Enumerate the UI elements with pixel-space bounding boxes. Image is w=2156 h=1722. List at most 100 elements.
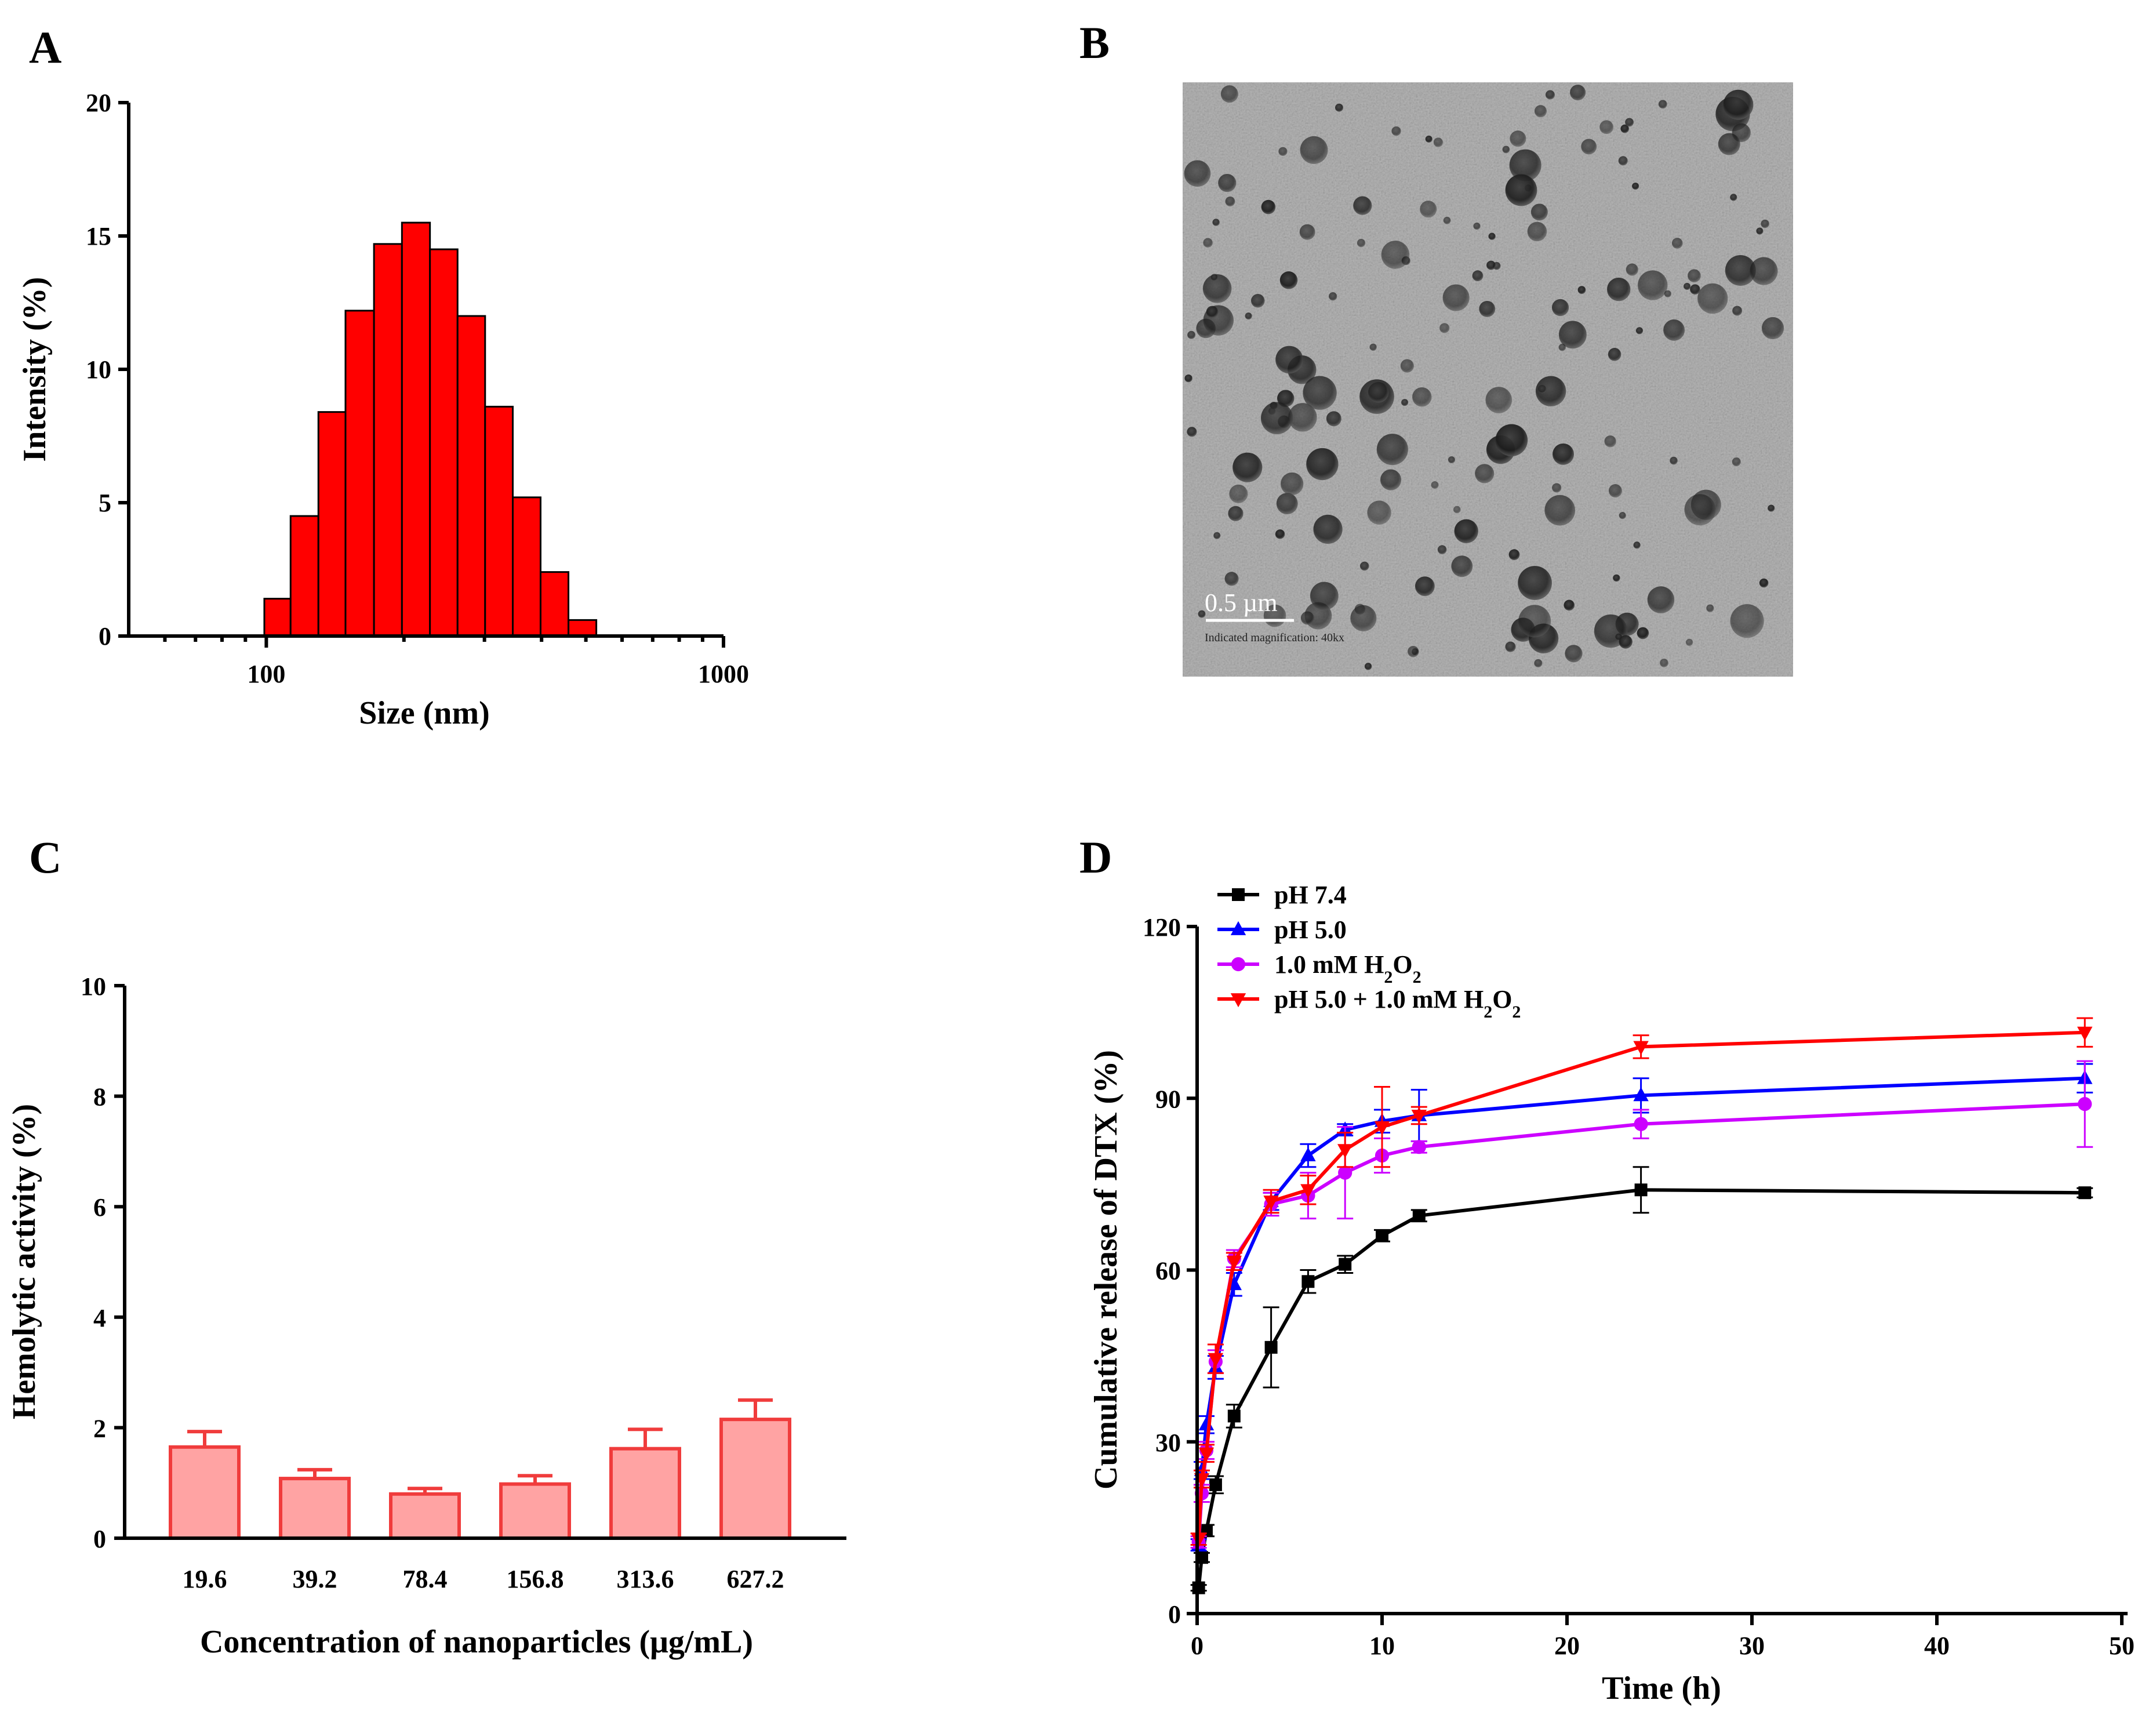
x-tick-label: 40: [1924, 1632, 1950, 1660]
nanoparticle: [1626, 263, 1638, 276]
x-tick-label: 30: [1739, 1632, 1765, 1660]
panel-label-a: A: [29, 22, 61, 72]
nanoparticle: [1412, 387, 1432, 407]
nanoparticle: [1350, 605, 1377, 631]
panel-label-d: D: [1079, 832, 1112, 882]
release-profile-chart: 0 30 60 90 120 0 10 20 30 40 50 pH 7.4 pH 5.0 1.0 m…: [1088, 881, 2135, 1706]
nanoparticle: [1625, 118, 1634, 127]
nanoparticle: [1495, 424, 1528, 457]
x-tick-label: 156.8: [507, 1565, 564, 1593]
data-point: [1198, 1416, 1215, 1431]
nanoparticle: [1725, 255, 1756, 286]
data-point: [1230, 921, 1246, 935]
nanoparticle: [1431, 481, 1439, 489]
nanoparticle: [1558, 343, 1566, 351]
nanoparticle: [1279, 271, 1298, 289]
nanoparticle: [1551, 299, 1569, 317]
nanoparticle: [1613, 574, 1620, 582]
nanoparticle: [1187, 330, 1196, 339]
nanoparticle: [1425, 135, 1433, 143]
chartD-x-axis-title: Time (h): [1602, 1670, 1721, 1706]
x-tick-label: 20: [1554, 1632, 1580, 1660]
series-line: [1197, 1076, 2085, 1545]
nanoparticle: [1202, 274, 1232, 303]
nanoparticle: [1442, 284, 1470, 311]
data-point: [1263, 1196, 1279, 1210]
y-tick-label: 0: [1168, 1600, 1181, 1629]
nanoparticle: [1326, 411, 1341, 427]
nanoparticle: [1184, 374, 1192, 383]
nanoparticle: [1439, 323, 1450, 333]
data-point: [1226, 1255, 1242, 1270]
nanoparticle: [1220, 85, 1238, 103]
nanoparticle: [1599, 120, 1614, 135]
nanoparticle: [1647, 586, 1675, 613]
nanoparticle: [1768, 504, 1775, 512]
nanoparticle: [1475, 464, 1495, 484]
hemolysis-chart: 0 2 4 6 8 10 19.6 39.2 78.4 156.8 313.6 627.2 Conc…: [6, 972, 846, 1660]
y-tick-label: 0: [99, 622, 111, 651]
data-point: [1208, 1353, 1224, 1367]
nanoparticle: [1530, 204, 1548, 221]
nanoparticle: [1510, 130, 1526, 147]
hemolysis-bar: [169, 1445, 241, 1540]
nanoparticle: [1505, 641, 1516, 652]
data-point: [1209, 1478, 1222, 1491]
x-tick-label: 10: [1369, 1632, 1395, 1660]
nanoparticle: [1606, 277, 1631, 301]
y-tick-label: 6: [93, 1193, 106, 1222]
y-tick-label: 90: [1155, 1085, 1181, 1113]
nanoparticle: [1473, 222, 1481, 230]
nanoparticle: [1380, 469, 1402, 491]
chartA-x-axis-title: Size (nm): [359, 695, 490, 731]
nanoparticle: [1408, 646, 1419, 657]
histogram-bar: [263, 598, 292, 637]
x-tick-label: 78.4: [403, 1565, 448, 1593]
chartC-bars: [169, 1398, 791, 1541]
nanoparticle: [1756, 227, 1764, 235]
data-point: [1411, 1109, 1427, 1124]
chartC-y-axis-title: Hemolytic activity (%): [6, 1104, 42, 1419]
histogram-bar: [289, 515, 319, 637]
data-point: [2078, 1186, 2092, 1200]
hemolysis-bar: [719, 1418, 791, 1540]
nanoparticle: [1212, 219, 1220, 226]
x-tick-label: 313.6: [617, 1565, 674, 1593]
y-tick-label: 8: [93, 1083, 106, 1111]
nanoparticle: [1706, 604, 1714, 612]
y-tick-label: 4: [93, 1304, 106, 1332]
nanoparticle: [1451, 555, 1473, 577]
nanoparticle: [1688, 269, 1701, 282]
nanoparticle: [1313, 514, 1343, 544]
nanoparticle: [1658, 100, 1667, 109]
nanoparticle: [1535, 376, 1566, 406]
data-point: [1633, 1087, 1649, 1102]
y-tick-label: 10: [81, 972, 106, 1001]
nanoparticle: [1250, 294, 1265, 308]
nanoparticles: [1184, 85, 1784, 670]
nanoparticle: [1544, 495, 1576, 526]
data-point: [1374, 1121, 1390, 1135]
nanoparticle: [1472, 270, 1484, 282]
nanoparticle: [1479, 300, 1496, 317]
hemolysis-bar: [389, 1492, 461, 1541]
nanoparticle: [1638, 270, 1668, 300]
nanoparticle: [1228, 506, 1244, 521]
nanoparticle: [1604, 435, 1616, 448]
nanoparticle: [1618, 156, 1628, 166]
data-point: [1634, 1183, 1648, 1197]
chartA-y-ticks: 0 5 10 15 20: [86, 89, 129, 651]
nanoparticle: [1619, 512, 1626, 519]
nanoparticle: [1508, 549, 1520, 561]
magnification-text: Indicated magnification: 40kx: [1205, 631, 1344, 644]
histogram-bar: [484, 405, 514, 637]
data-point: [1300, 1184, 1316, 1198]
y-tick-label: 20: [86, 89, 111, 117]
nanoparticle: [1420, 201, 1437, 218]
hemolysis-bar: [499, 1482, 571, 1540]
size-distribution-chart: 0 5 10 15 20 100 1000 Size (nm) Intensity (%): [17, 89, 749, 731]
nanoparticle: [1505, 174, 1537, 206]
series-line: [1197, 1188, 2085, 1588]
